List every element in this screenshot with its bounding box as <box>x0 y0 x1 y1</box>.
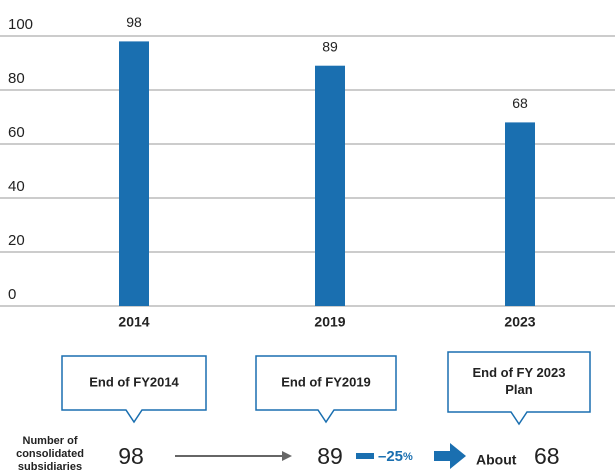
y-tick-label: 0 <box>8 286 16 303</box>
callout-box <box>255 355 397 424</box>
summary-label: Number of <box>23 435 78 447</box>
x-tick-label: 2014 <box>118 314 149 330</box>
bar <box>315 65 345 306</box>
callout-text: End of FY2014 <box>89 374 179 389</box>
x-tick-label: 2019 <box>314 314 345 330</box>
data-label: 68 <box>512 95 528 111</box>
x-tick-label: 2023 <box>504 314 535 330</box>
dash-blue <box>356 453 374 459</box>
bar <box>505 122 535 307</box>
y-tick-label: 20 <box>8 232 25 249</box>
data-label: 89 <box>322 38 338 54</box>
y-tick-label: 40 <box>8 178 25 195</box>
callout-box <box>447 351 591 426</box>
callout-box <box>61 355 207 424</box>
y-tick-label: 60 <box>8 124 25 141</box>
change-value: –25 <box>378 448 403 465</box>
bar <box>119 41 149 307</box>
summary-prefix: About <box>476 452 517 468</box>
arrow-blue <box>434 443 466 469</box>
summary-value: 98 <box>118 443 144 469</box>
summary-change: –25% <box>378 448 413 465</box>
data-label: 98 <box>126 14 142 30</box>
callout-text: End of FY2019 <box>281 374 371 389</box>
summary-value: 68 <box>534 443 560 469</box>
callout-text: End of FY 2023 <box>473 365 566 380</box>
callout-text: Plan <box>505 382 533 397</box>
y-tick-label: 100 <box>8 16 33 33</box>
summary-label: subsidiaries <box>18 461 82 473</box>
summary-value: 89 <box>317 443 343 469</box>
change-unit: % <box>403 451 413 463</box>
arrow-gray-head <box>282 451 292 461</box>
y-tick-label: 80 <box>8 70 25 87</box>
summary-label: consolidated <box>16 448 84 460</box>
